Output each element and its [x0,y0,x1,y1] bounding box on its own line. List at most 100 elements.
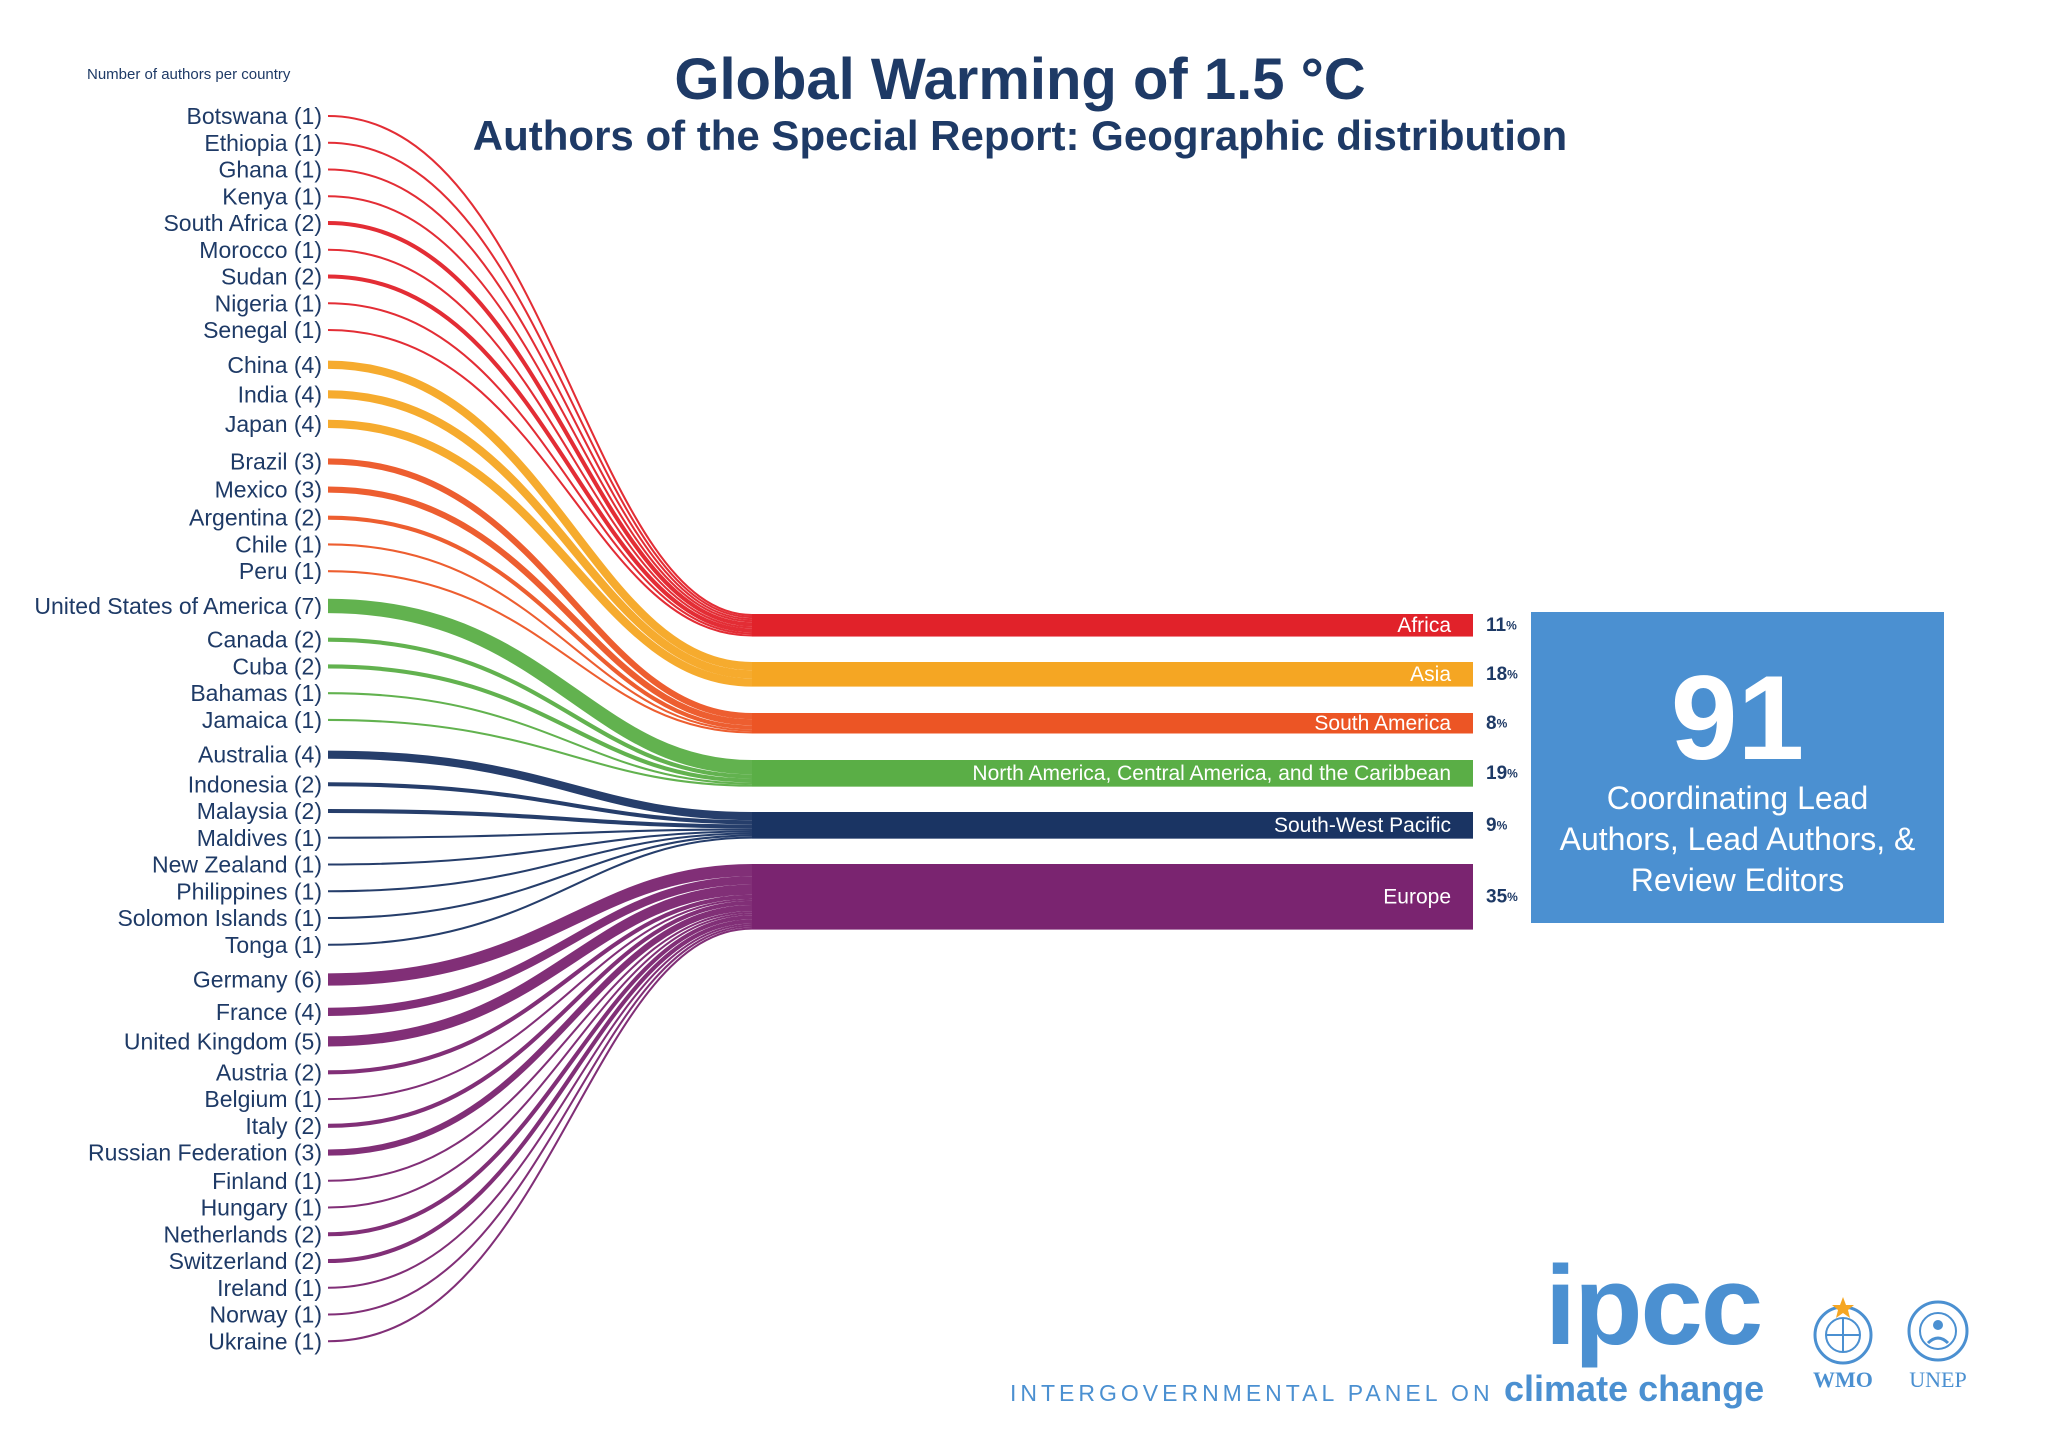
country-label-bahamas: Bahamas (1) [190,680,322,706]
country-label-kenya: Kenya (1) [222,183,322,209]
country-label-belgium: Belgium (1) [204,1086,322,1112]
country-label-nigeria: Nigeria (1) [215,290,322,316]
flow-solomon-islands [327,834,753,920]
bar-percent-africa: 11% [1486,615,1517,636]
country-label-maldives: Maldives (1) [197,825,322,851]
flow-mexico [327,486,753,726]
flow-group [327,114,753,1343]
bar-percent-north-america-central-america-and-the-caribbean: 19% [1486,763,1518,784]
country-label-france: France (4) [216,999,322,1025]
country-label-malaysia: Malaysia (2) [197,798,322,824]
flow-sudan [327,274,753,633]
flow-ethiopia [327,141,753,619]
bar-south-america [752,713,1473,734]
country-label-switzerland: Switzerland (2) [169,1248,322,1274]
flow-hungary [327,913,753,1209]
country-label-senegal: Senegal (1) [203,317,322,343]
country-label-italy: Italy (2) [245,1113,322,1139]
total-authors-number: 91 [1670,651,1805,785]
country-label-indonesia: Indonesia (2) [188,771,322,797]
bar-label-asia: Asia [1410,663,1451,686]
flow-peru [327,570,753,734]
country-label-germany: Germany (6) [193,967,322,993]
country-label-ghana: Ghana (1) [218,157,322,183]
country-label-ukraine: Ukraine (1) [208,1328,322,1354]
country-label-ireland: Ireland (1) [217,1275,322,1301]
country-label-canada: Canada (2) [207,627,322,653]
country-label-chile: Chile (1) [235,531,322,557]
country-label-australia: Australia (4) [198,742,322,768]
bar-percent-south-america: 8% [1486,713,1508,734]
country-label-hungary: Hungary (1) [201,1195,322,1221]
bar-label-south-america: South America [1314,712,1451,735]
country-label-south-africa: South Africa (2) [163,210,322,236]
wmo-logo: WMO [1793,1295,1893,1393]
flow-botswana [327,114,753,617]
country-label-peru: Peru (1) [239,558,322,584]
bar-europe [752,864,1473,930]
country-label-brazil: Brazil (3) [230,448,322,474]
country-label-united-kingdom: United Kingdom (5) [124,1028,322,1054]
flow-united-states-of-america [327,598,753,775]
ipcc-tagline-panel: INTERGOVERNMENTAL PANEL ON [1010,1380,1494,1406]
unep-logo: UNEP [1888,1295,1988,1393]
country-label-austria: Austria (2) [216,1059,322,1085]
flow-netherlands [327,915,753,1237]
total-authors-caption: Coordinating Lead Authors, Lead Authors,… [1559,780,1916,898]
flow-united-kingdom [327,884,753,1047]
total-authors-box: 91 Coordinating Lead Authors, Lead Autho… [1531,612,1944,923]
flow-senegal [327,328,753,637]
flow-germany [327,864,753,986]
country-label-group: Botswana (1)Ethiopia (1)Ghana (1)Kenya (… [34,103,322,1354]
country-label-russian-federation: Russian Federation (3) [88,1140,322,1166]
bar-label-north-america-central-america-and-the-caribbean: North America, Central America, and the … [972,762,1451,785]
flow-morocco [327,248,753,629]
flow-jamaica [327,718,753,787]
flow-finland [327,911,753,1182]
country-label-india: India (4) [238,381,322,407]
flow-australia [327,750,753,821]
flow-kenya [327,195,753,623]
flow-ireland [327,923,753,1289]
flow-china [327,360,753,671]
flow-belgium [327,898,753,1101]
flow-indonesia [327,782,753,825]
unep-label: UNEP [1909,1367,1967,1392]
flow-bahamas [327,692,753,785]
country-label-mexico: Mexico (3) [215,477,322,503]
page-title: Global Warming of 1.5 °C [674,47,1366,112]
unep-emblem-icon [1907,1300,1969,1362]
bar-label-africa: Africa [1397,614,1451,637]
flow-brazil [327,458,753,720]
flow-norway [327,925,753,1316]
flow-ghana [327,168,753,621]
wmo-emblem-icon [1813,1297,1873,1365]
flow-philippines [327,832,753,893]
flow-canada [327,637,753,779]
bar-percent-asia: 18% [1486,664,1518,685]
flow-malaysia [327,808,753,829]
bar-asia [752,662,1473,687]
bar-label-europe: Europe [1383,885,1451,908]
flow-austria [327,894,753,1075]
country-label-jamaica: Jamaica (1) [202,707,322,733]
country-label-argentina: Argentina (2) [189,505,322,531]
country-label-new-zealand: New Zealand (1) [152,852,322,878]
country-label-morocco: Morocco (1) [199,237,322,263]
bar-label-south-west-pacific: South-West Pacific [1274,814,1451,837]
bar-north-america-central-america-and-the-caribbean [752,760,1473,787]
page-subtitle: Authors of the Special Report: Geographi… [472,112,1568,159]
country-label-botswana: Botswana (1) [186,103,322,129]
flow-cuba [327,664,753,783]
flow-russian-federation [327,905,753,1156]
country-label-china: China (4) [227,352,322,378]
country-label-cuba: Cuba (2) [233,653,322,679]
flow-south-africa [327,220,753,627]
region-bar-group: Africa 11% Asia 18% South America 8% North Ame… [752,614,1518,930]
country-label-norway: Norway (1) [210,1302,322,1328]
flow-chile [327,543,753,732]
flow-ukraine [327,927,753,1343]
bar-africa [752,614,1473,637]
ipcc-tagline-climate: climate change [1504,1368,1765,1409]
